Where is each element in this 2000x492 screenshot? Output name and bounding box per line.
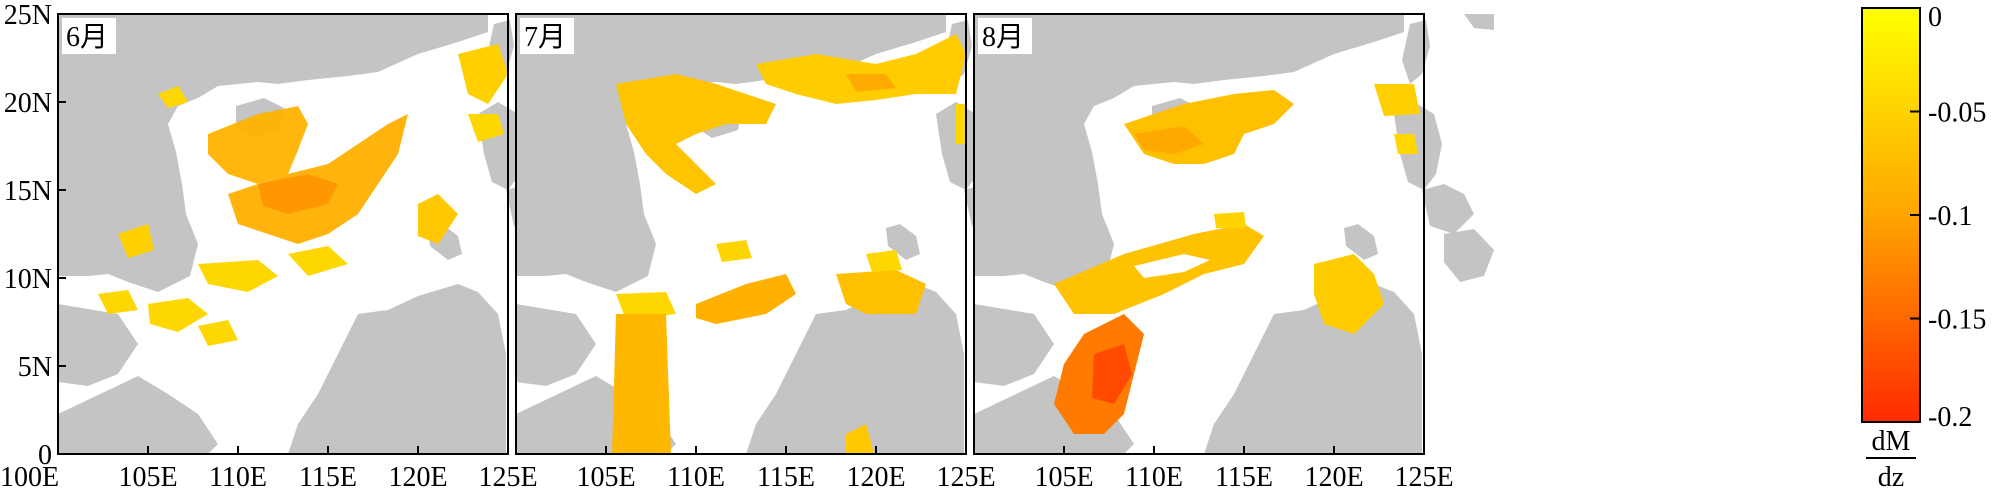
y-axis: 25N 20N 15N 10N 5N 0 xyxy=(4,0,66,471)
x-tick-label: 115E xyxy=(757,462,815,492)
colorbar-tick-label: -0.1 xyxy=(1928,201,1972,232)
x-tick-label: 125E xyxy=(1394,462,1453,492)
map-panel-june: 6月 xyxy=(57,13,578,455)
colorbar-unit-denominator: dz xyxy=(1878,462,1904,492)
panel-label-july: 7月 xyxy=(524,22,566,53)
panel-frame xyxy=(57,13,509,455)
colorbar-unit-numerator: dM xyxy=(1872,426,1911,457)
panel-label-box xyxy=(62,18,116,54)
y-tick-label: 10N xyxy=(4,264,52,295)
x-tick-label: 105E xyxy=(576,462,635,492)
x-tick-label: 125E xyxy=(478,462,537,492)
x-axis: 100E 105E 110E 115E 120E 125E 105E 110E 115E 120E… xyxy=(0,446,1454,492)
map-panel-august: 8月 xyxy=(973,13,1494,455)
colorbar-tick-label: -0.05 xyxy=(1928,98,1986,129)
x-tick-label: 110E xyxy=(1125,462,1183,492)
panel-label-box xyxy=(978,18,1032,54)
panel-label-box xyxy=(520,18,574,54)
colorbar-tick-label: 0 xyxy=(1928,2,1942,33)
x-tick-label: 120E xyxy=(388,462,447,492)
x-tick-label: 115E xyxy=(1215,462,1273,492)
colorbar-tick-label: -0.15 xyxy=(1928,305,1986,336)
y-tick-label: 5N xyxy=(18,352,52,383)
anomaly-field xyxy=(1054,84,1420,434)
panel-frame xyxy=(973,13,1425,455)
anomaly-field xyxy=(612,34,966,454)
x-tick-label: 105E xyxy=(118,462,177,492)
x-tick-label: 110E xyxy=(667,462,725,492)
panel-label-june: 6月 xyxy=(66,22,108,53)
y-tick-label: 15N xyxy=(4,176,52,207)
colorbar: 0 -0.05 -0.1 -0.15 -0.2 dM dz xyxy=(1861,2,1986,492)
y-tick-label: 0 xyxy=(38,440,52,471)
colorbar-tick-label: -0.2 xyxy=(1928,402,1972,433)
y-tick-label: 20N xyxy=(4,88,52,119)
panel-frame xyxy=(515,13,967,455)
panel-label-august: 8月 xyxy=(982,22,1024,53)
x-tick-label: 120E xyxy=(846,462,905,492)
x-tick-label: 125E xyxy=(936,462,995,492)
x-tick-label: 105E xyxy=(1034,462,1093,492)
x-tick-label: 115E xyxy=(299,462,357,492)
x-tick-label: 120E xyxy=(1304,462,1363,492)
anomaly-field xyxy=(98,44,508,346)
x-tick-label: 110E xyxy=(209,462,267,492)
map-panel-july: 7月 xyxy=(515,13,1036,455)
y-tick-label: 25N xyxy=(4,0,52,31)
x-tick-label: 100E xyxy=(0,462,59,492)
